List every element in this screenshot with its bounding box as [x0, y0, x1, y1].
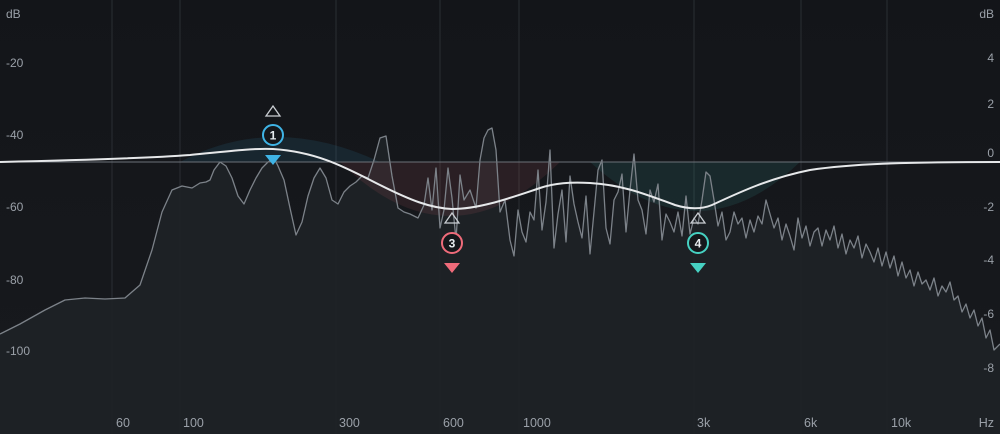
right-axis-unit: dB [979, 7, 994, 21]
left-tick: -100 [6, 344, 30, 358]
gain-up-arrow-icon[interactable] [443, 211, 461, 224]
band-3-node[interactable]: 3 [441, 211, 463, 273]
gain-down-arrow-icon[interactable] [444, 263, 460, 273]
gain-up-arrow-icon[interactable] [689, 211, 707, 224]
band-4-shade [590, 162, 800, 211]
spectrum-fill [0, 128, 1000, 434]
right-tick: 2 [987, 97, 994, 111]
freq-unit: Hz [979, 416, 994, 430]
left-axis-unit: dB [6, 7, 21, 21]
band-4-node[interactable]: 4 [687, 211, 709, 273]
right-tick: -4 [983, 253, 994, 267]
left-tick: -80 [6, 273, 24, 287]
right-tick: 4 [987, 51, 994, 65]
freq-tick: 10k [891, 416, 912, 430]
freq-tick: 300 [339, 416, 360, 430]
gain-up-arrow-icon[interactable] [264, 104, 282, 117]
band-4-label: 4 [695, 237, 702, 251]
freq-tick: 6k [804, 416, 818, 430]
freq-tick: 100 [183, 416, 204, 430]
band-4-handle[interactable] [687, 232, 709, 254]
freq-tick: 1000 [523, 416, 551, 430]
right-tick: -6 [983, 307, 994, 321]
band-1-handle[interactable] [262, 124, 284, 146]
freq-tick: 3k [697, 416, 711, 430]
left-tick: -40 [6, 128, 24, 142]
spectrum-line [0, 127, 1000, 351]
band-3-label: 3 [449, 237, 456, 251]
right-tick: 0 [987, 146, 994, 160]
gain-down-arrow-icon[interactable] [265, 155, 281, 165]
gain-down-arrow-icon[interactable] [690, 263, 706, 273]
left-tick: -60 [6, 200, 24, 214]
freq-tick: 60 [116, 416, 130, 430]
band-1-label: 1 [270, 129, 277, 143]
left-tick: -20 [6, 56, 24, 70]
eq-curve [0, 147, 1000, 211]
right-tick: -8 [983, 361, 994, 375]
right-tick: -2 [983, 200, 994, 214]
band-3-handle[interactable] [441, 232, 463, 254]
band-1-node[interactable]: 1 [262, 104, 284, 165]
freq-tick: 600 [443, 416, 464, 430]
